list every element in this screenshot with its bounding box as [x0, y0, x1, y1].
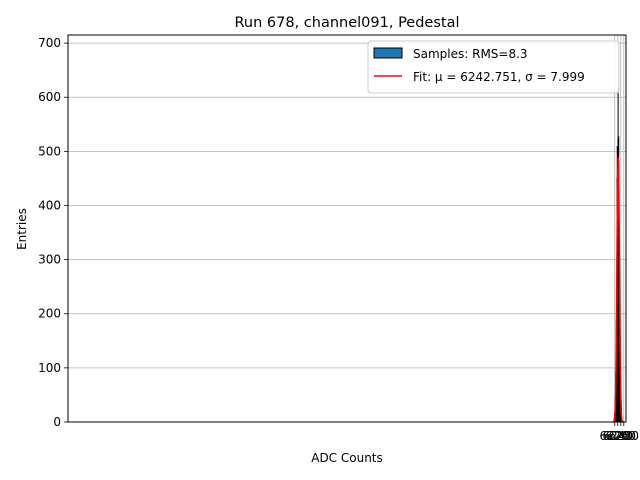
plot-frame	[67, 34, 627, 423]
legend-swatch-samples	[373, 47, 403, 59]
legend: Samples: RMS=8.3 Fit: μ = 6242.751, σ = …	[367, 40, 620, 94]
y-tick-label: 500	[38, 144, 61, 158]
y-axis-label: Entries	[15, 208, 29, 250]
y-tick-label: 300	[38, 253, 61, 267]
y-tick-label: 700	[38, 36, 61, 50]
y-tick-label: 0	[53, 415, 61, 429]
x-tick-label: 6220	[599, 429, 630, 443]
y-tick-label: 600	[38, 90, 61, 104]
x-tick-label: 6280	[609, 429, 640, 443]
chart-title: Run 678, channel091, Pedestal	[234, 15, 459, 31]
x-axis-label: ADC Counts	[311, 451, 383, 465]
legend-box	[367, 40, 620, 94]
y-tick-label: 200	[38, 307, 61, 321]
fit-curve	[612, 155, 625, 423]
y-axis-ticks: 0 100 200 300 400 500 600 700	[38, 36, 68, 429]
x-tick-label: 6260	[606, 429, 637, 443]
x-tick-label: 6240	[602, 429, 633, 443]
legend-label-fit: Fit: μ = 6242.751, σ = 7.999	[413, 70, 585, 84]
y-tick-label: 400	[38, 198, 61, 212]
legend-label-samples: Samples: RMS=8.3	[413, 47, 528, 61]
y-tick-label: 100	[38, 361, 61, 375]
